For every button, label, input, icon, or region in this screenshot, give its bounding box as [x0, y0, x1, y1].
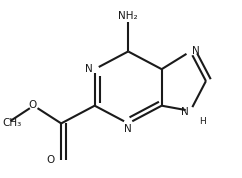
- Text: CH₃: CH₃: [3, 118, 22, 128]
- Text: N: N: [182, 106, 189, 117]
- Text: N: N: [85, 64, 93, 74]
- Text: N: N: [124, 124, 132, 134]
- Text: H: H: [199, 117, 205, 125]
- Text: NH₂: NH₂: [118, 11, 138, 21]
- Text: O: O: [28, 100, 36, 110]
- Text: N: N: [192, 46, 199, 56]
- Text: O: O: [47, 155, 55, 165]
